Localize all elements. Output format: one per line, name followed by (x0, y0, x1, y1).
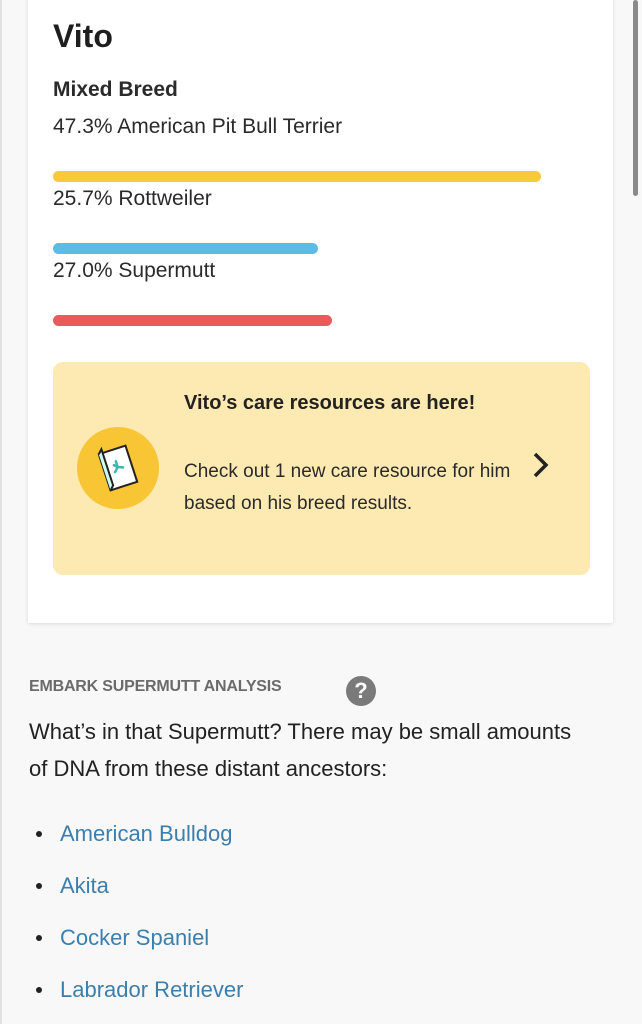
bullet (36, 883, 42, 889)
supermutt-intro: What’s in that Supermutt? There may be s… (29, 719, 572, 781)
care-booklet-icon (77, 427, 159, 509)
breed-label: 27.0% Supermutt (53, 259, 216, 282)
ancestor-link[interactable]: Cocker Spaniel (60, 925, 210, 950)
page-edge (0, 0, 2, 1024)
list-item: American Bulldog (29, 808, 243, 860)
chevron-right-icon[interactable] (529, 450, 553, 480)
breed-type: Mixed Breed (53, 78, 178, 101)
help-icon[interactable]: ? (346, 676, 376, 706)
list-item: Akita (29, 860, 243, 912)
bullet (36, 831, 42, 837)
breed-bar (53, 243, 319, 254)
ancestor-link[interactable]: American Bulldog (60, 821, 233, 846)
list-item: Labrador Retriever (29, 964, 243, 1016)
breed-results-card: Vito Mixed Breed 47.3% American Pit Bull… (28, 0, 613, 623)
breed-bar (53, 315, 332, 326)
banner-text: Check out 1 new care resource for him ba… (184, 461, 511, 514)
breed-label: 47.3% American Pit Bull Terrier (53, 115, 343, 138)
banner-title: Vito’s care resources are here! (184, 392, 476, 414)
ancestor-link[interactable]: Labrador Retriever (60, 977, 244, 1002)
ancestor-list: American Bulldog Akita Cocker Spaniel La… (29, 808, 243, 1016)
bullet (36, 987, 42, 993)
scrollbar[interactable] (633, 0, 638, 196)
bullet (36, 935, 42, 941)
supermutt-heading: EMBARK SUPERMUTT ANALYSIS (29, 678, 282, 695)
dog-name: Vito (53, 18, 113, 54)
breed-bar (53, 171, 542, 182)
care-resources-banner[interactable]: Vito’s care resources are here! Check ou… (53, 362, 590, 575)
ancestor-link[interactable]: Akita (60, 873, 109, 898)
breed-label: 25.7% Rottweiler (53, 187, 212, 210)
list-item: Cocker Spaniel (29, 912, 243, 964)
